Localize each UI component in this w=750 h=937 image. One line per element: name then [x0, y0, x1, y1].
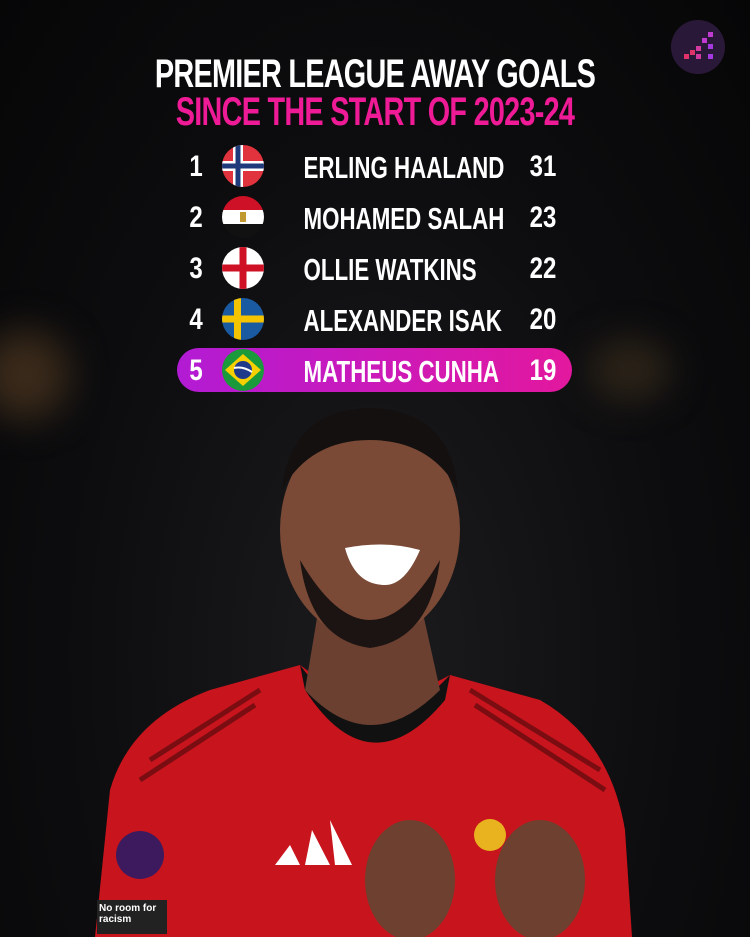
rank-number: 5: [189, 354, 203, 387]
player-name: ALEXANDER ISAK: [303, 303, 502, 338]
player-name: MOHAMED SALAH: [303, 201, 505, 236]
ranking-row-highlighted: 5 MATHEUS CUNHA 19: [177, 348, 572, 392]
goals-value: 23: [529, 201, 557, 234]
sleeve-badge-text: No room for racism: [99, 903, 157, 925]
pixel-bars-logo-icon: [684, 32, 713, 59]
rank-number: 3: [189, 252, 203, 285]
norway-flag-icon: [222, 145, 264, 187]
goals-value: 20: [529, 303, 557, 336]
england-flag-icon: [222, 247, 264, 289]
background-light: [0, 330, 70, 420]
rank-number: 1: [189, 150, 203, 183]
player-name: MATHEUS CUNHA: [303, 354, 500, 389]
sweden-flag-icon: [222, 298, 264, 340]
ranking-row: 3 OLLIE WATKINS 22: [177, 246, 572, 290]
ranking-row: 2 MOHAMED SALAH 23: [177, 195, 572, 239]
page-subtitle: SINCE THE START OF 2023-24: [175, 90, 575, 134]
ranking-row: 1 ERLING HAALAND 31: [177, 144, 572, 188]
egypt-flag-icon: [222, 196, 264, 238]
premier-league-badge-icon: [116, 831, 164, 879]
brazil-flag-icon: [222, 349, 264, 391]
goals-value: 22: [529, 252, 557, 285]
ranking-row: 4 ALEXANDER ISAK 20: [177, 297, 572, 341]
rank-number: 4: [189, 303, 203, 336]
brand-logo: [671, 20, 725, 74]
goals-value: 19: [529, 354, 557, 387]
goals-value: 31: [529, 150, 557, 183]
club-crest-icon: [474, 819, 506, 851]
adidas-logo-icon: [275, 820, 352, 865]
player-name: OLLIE WATKINS: [303, 252, 477, 287]
player-name: ERLING HAALAND: [303, 150, 505, 185]
page-title: PREMIER LEAGUE AWAY GOALS: [154, 52, 596, 96]
rank-number: 2: [189, 201, 203, 234]
background-light: [590, 340, 670, 400]
no-room-for-racism-badge: [97, 900, 167, 934]
